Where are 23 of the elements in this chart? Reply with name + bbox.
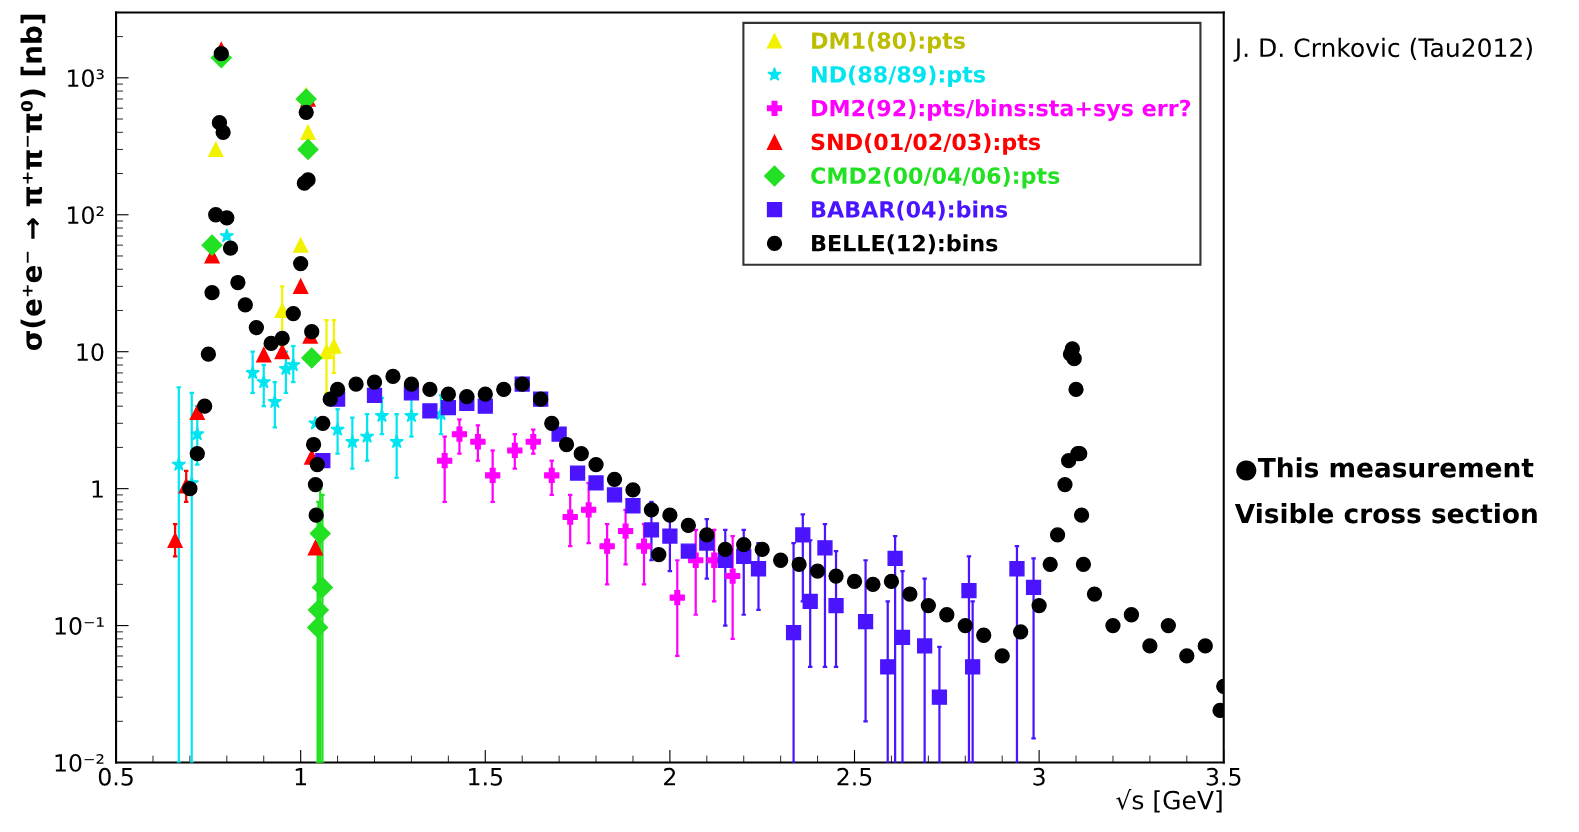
y-tick-label: 10² <box>68 206 104 225</box>
x-tick-label: 1.5 <box>469 768 502 786</box>
y-tick-label: 10³ <box>68 69 104 88</box>
legend-label: DM1(80):pts <box>812 31 965 54</box>
y-tick-label: 10⁻¹ <box>55 617 104 635</box>
x-tick-label: 2.5 <box>837 767 872 786</box>
legend-label: BELLE(12):bins <box>812 234 998 255</box>
legend-label: BABAR(04):bins <box>812 200 1008 221</box>
text: J. D. Crnkovic (Tau2012) <box>1233 37 1532 62</box>
text: ●This measurement <box>1236 457 1534 481</box>
y-axis-title: σ(e⁺e⁻ → π⁺π⁻π⁰) [nb] <box>20 14 46 351</box>
text: Visible cross section <box>1234 503 1537 524</box>
x-axis-title: √s [GeV] <box>1116 788 1222 813</box>
x-tick-label: 1 <box>295 768 306 786</box>
legend-label: CMD2(00/04/06):pts <box>811 166 1060 189</box>
x-tick-label: 3.5 <box>1206 767 1241 786</box>
y-tick-label: 10 <box>77 343 104 362</box>
x-tick-label: 3 <box>1033 767 1045 786</box>
x-tick-label: 2 <box>664 767 676 786</box>
legend-label: DM2(92):pts/bins:sta+sys err? <box>812 99 1191 121</box>
legend-label: SND(01/02/03):pts <box>811 133 1041 155</box>
y-tick-label: 1 <box>92 480 103 498</box>
legend-label: ND(88/89):pts <box>812 65 985 88</box>
